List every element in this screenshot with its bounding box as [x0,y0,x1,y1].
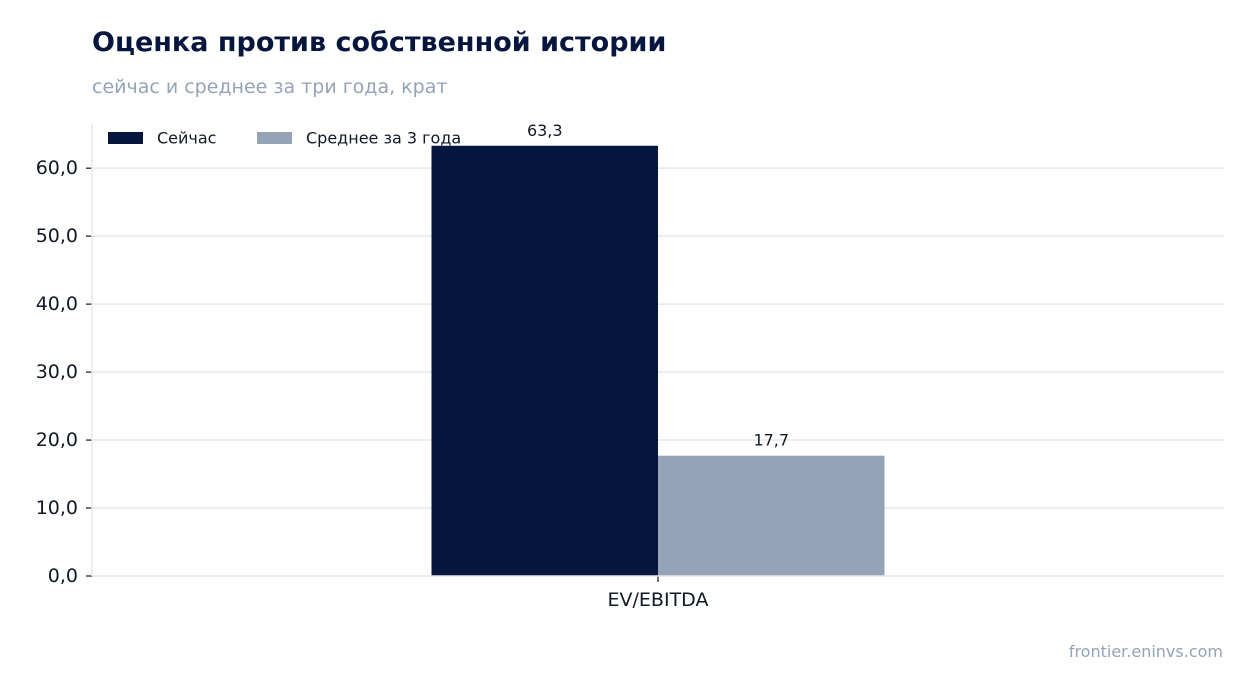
x-tick-label: EV/EBITDA [608,589,709,611]
y-tick-label: 10,0 [36,497,78,519]
source-credit: frontier.eninvs.com [1068,642,1223,661]
y-tick-label: 40,0 [36,293,78,315]
data-label: 63,3 [527,121,563,140]
bar-average [658,455,885,576]
legend-label: Среднее за 3 года [306,129,461,148]
y-tick-label: 60,0 [36,157,78,179]
y-tick-label: 0,0 [48,565,78,587]
chart-subtitle: сейчас и среднее за три года, крат [92,76,448,98]
y-tick-label: 50,0 [36,225,78,247]
legend-swatch [108,132,143,144]
legend-swatch [257,132,292,144]
data-label: 17,7 [753,431,789,450]
y-tick-label: 30,0 [36,361,78,383]
chart-title: Оценка против собственной истории [92,27,667,58]
bar-current [431,145,658,577]
legend-label: Сейчас [157,129,216,148]
y-tick-label: 20,0 [36,429,78,451]
